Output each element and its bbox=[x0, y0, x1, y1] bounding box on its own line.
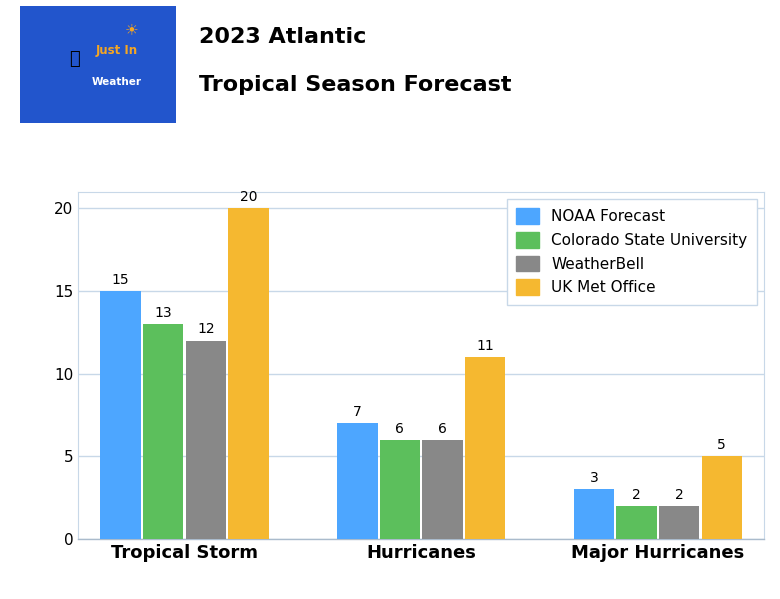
Bar bbox=[465, 357, 505, 539]
Bar bbox=[659, 506, 700, 539]
Text: ☀: ☀ bbox=[125, 22, 139, 37]
Text: 2: 2 bbox=[675, 488, 683, 502]
Text: 2023 Atlantic: 2023 Atlantic bbox=[199, 27, 367, 47]
Text: 12: 12 bbox=[197, 322, 215, 337]
Bar bbox=[337, 423, 378, 539]
Text: Weather: Weather bbox=[91, 77, 141, 87]
Bar bbox=[422, 440, 463, 539]
Text: 3: 3 bbox=[590, 471, 598, 485]
Text: 15: 15 bbox=[112, 273, 129, 287]
Bar bbox=[186, 341, 226, 539]
Text: 🌧: 🌧 bbox=[69, 50, 80, 68]
Text: 5: 5 bbox=[718, 438, 726, 452]
FancyBboxPatch shape bbox=[10, 0, 185, 130]
Text: 20: 20 bbox=[239, 190, 257, 204]
Bar bbox=[380, 440, 420, 539]
Bar bbox=[616, 506, 657, 539]
Bar bbox=[143, 324, 183, 539]
Bar bbox=[229, 208, 268, 539]
Bar bbox=[101, 291, 141, 539]
Text: Just In: Just In bbox=[95, 44, 137, 57]
Text: 6: 6 bbox=[438, 422, 447, 435]
Bar bbox=[701, 456, 742, 539]
Bar bbox=[574, 489, 614, 539]
Legend: NOAA Forecast, Colorado State University, WeatherBell, UK Met Office: NOAA Forecast, Colorado State University… bbox=[507, 199, 757, 304]
Text: 6: 6 bbox=[395, 422, 404, 435]
Text: 11: 11 bbox=[477, 339, 494, 353]
Text: 7: 7 bbox=[353, 405, 362, 419]
Text: 13: 13 bbox=[154, 306, 172, 320]
Text: 2: 2 bbox=[633, 488, 641, 502]
Text: Tropical Season Forecast: Tropical Season Forecast bbox=[199, 75, 512, 95]
